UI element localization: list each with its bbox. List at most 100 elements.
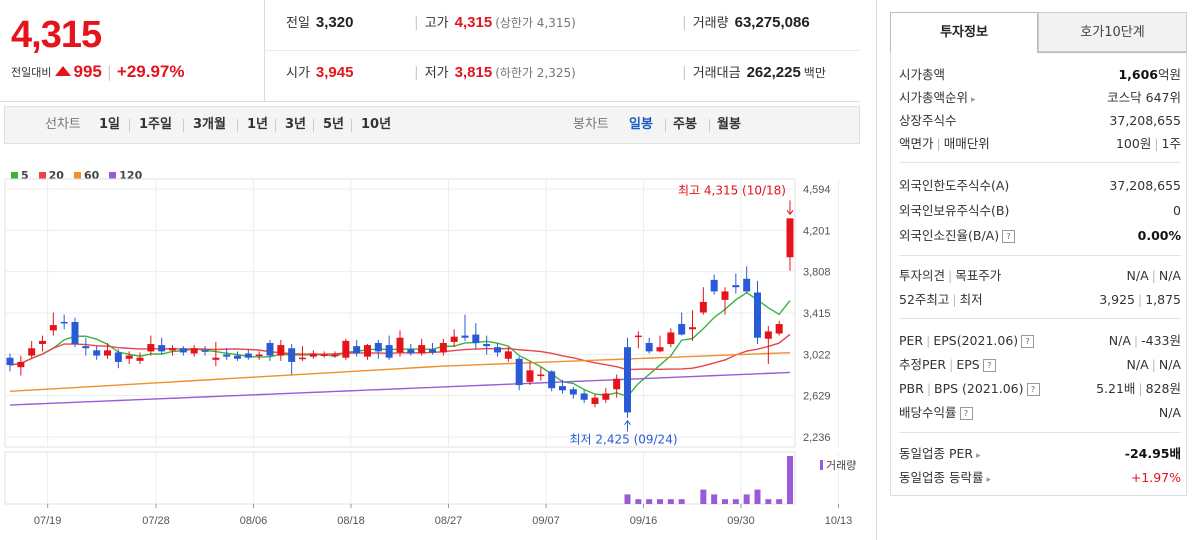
- par-unit-label: 액면가 | 매매단위: [899, 136, 990, 151]
- candle: [364, 344, 371, 360]
- candle: [114, 349, 122, 369]
- stats-row-2: 시가 3,945 | 저가 3,815 (하한가 2,325) | 거래대금 262,225…: [264, 50, 860, 100]
- opinion-value-wrap: N/A | N/A: [1126, 268, 1181, 283]
- unit-value: 1주: [1161, 136, 1181, 151]
- max-annotation: 최고 4,315 (10/18): [678, 183, 786, 197]
- opinion-value: N/A: [1126, 268, 1149, 283]
- help-icon[interactable]: ?: [1002, 230, 1016, 243]
- candle-chart-label: 봉차트: [573, 117, 609, 132]
- open-cell: 시가 3,945: [286, 50, 353, 100]
- period-10y[interactable]: 10년: [361, 117, 392, 132]
- candle-monthly[interactable]: 월봉: [717, 117, 741, 132]
- candle-body: [699, 301, 707, 313]
- legend-swatch: [11, 172, 18, 179]
- period-1d[interactable]: 1일: [99, 117, 121, 132]
- candle-body: [342, 340, 350, 358]
- est-eps-label: EPS: [956, 357, 980, 372]
- w52-low-value: 1,875: [1145, 292, 1181, 307]
- candle-body: [49, 325, 57, 331]
- period-1w[interactable]: 1주일: [139, 117, 172, 132]
- candle-body: [624, 347, 631, 413]
- candle-body: [548, 371, 556, 389]
- candle: [353, 339, 361, 357]
- x-tick-label: 09/07: [532, 515, 560, 527]
- cap-rank-label: 시가총액순위: [899, 90, 969, 105]
- per-row: PER | EPS(2021.06)? N/A | -433원: [899, 330, 1181, 352]
- candle: [201, 346, 209, 356]
- candle-daily[interactable]: 일봉: [629, 117, 653, 132]
- candle-body: [613, 378, 621, 390]
- industry-per-label-wrap[interactable]: 동일업종 PER ▸: [899, 443, 981, 467]
- pbr-label: PBR: [899, 381, 924, 396]
- tab-order-book[interactable]: 호가10단계: [1038, 12, 1187, 52]
- divider: [899, 318, 1181, 319]
- help-icon[interactable]: ?: [982, 359, 996, 372]
- y-tick-label: 4,594: [803, 184, 831, 196]
- industry-change-label-wrap[interactable]: 동일업종 등락률 ▸: [899, 467, 991, 491]
- candle-body: [39, 340, 46, 345]
- change-percent: +29.97%: [116, 62, 185, 81]
- x-tick-label: 10/13: [825, 515, 853, 527]
- candle-body: [396, 337, 404, 353]
- candle: [60, 314, 68, 330]
- volume-label: 거래량: [692, 16, 729, 31]
- candle: [429, 342, 436, 355]
- x-tick-label: 08/18: [337, 515, 365, 527]
- est-per-value: N/A: [1126, 357, 1149, 372]
- info-tabs: 투자정보 호가10단계: [890, 12, 1187, 53]
- candle: [49, 312, 57, 336]
- candle: [6, 353, 14, 372]
- period-3m[interactable]: 3개월: [193, 117, 226, 132]
- volume-bar: [667, 499, 674, 504]
- foreign-ratio-value: 0.00%: [1137, 228, 1181, 243]
- x-tick-label: 08/27: [435, 515, 463, 527]
- candle-body: [201, 350, 209, 352]
- candle-body: [169, 348, 176, 351]
- candle-body: [537, 374, 545, 377]
- divider: [183, 119, 184, 132]
- amount-label: 거래대금: [692, 66, 741, 81]
- cap-rank-value: 코스닥 647위: [1107, 90, 1181, 105]
- w52-high-label: 52주최고: [899, 292, 950, 307]
- candle: [483, 335, 491, 355]
- volume-frame: [4, 451, 796, 505]
- candle-body: [255, 354, 263, 357]
- candle-body: [353, 346, 361, 354]
- divider: [275, 119, 276, 132]
- dividend-row: 배당수익률? N/A: [899, 402, 1181, 424]
- est-per-label: 추정PER: [899, 357, 947, 372]
- period-5y[interactable]: 5년: [323, 117, 345, 132]
- opinion-row: 투자의견 | 목표주가 N/A | N/A: [899, 265, 1181, 287]
- legend-ma-5: 5: [11, 169, 29, 182]
- candle: [504, 347, 512, 362]
- high-label: 고가: [424, 16, 449, 31]
- candle: [147, 335, 155, 356]
- volume-chart: 거래량 07/19 07/28 08/06 08/18 08/27 09/07 09/16 09…: [4, 451, 856, 527]
- legend-swatch: [109, 172, 117, 179]
- line-chart-label: 선차트: [45, 117, 81, 132]
- legend-swatch: [73, 172, 81, 179]
- cap-rank-label-wrap[interactable]: 시가총액순위 ▸: [899, 87, 976, 111]
- candle: [721, 287, 729, 315]
- market-cap-unit: 억원: [1157, 67, 1181, 82]
- candle: [299, 346, 306, 361]
- opinion-label-wrap: 투자의견 | 목표주가: [899, 268, 1002, 283]
- candle-weekly[interactable]: 주봉: [673, 117, 697, 132]
- candle: [494, 342, 501, 357]
- stats-row-1: 전일 3,320 | 고가 4,315 (상한가 4,315) | 거래량 63,275,0…: [264, 0, 860, 51]
- y-tick-label: 4,201: [803, 225, 831, 237]
- tab-investment-info[interactable]: 투자정보: [890, 12, 1038, 53]
- help-icon[interactable]: ?: [1021, 335, 1035, 348]
- period-1y[interactable]: 1년: [247, 117, 269, 132]
- help-icon[interactable]: ?: [1026, 383, 1040, 396]
- w52-high-value: 3,925: [1099, 292, 1135, 307]
- price-chart[interactable]: 4,594 4,201 3,808 3,415 3,022 2,629 2,236 최고 4,…: [0, 155, 860, 450]
- divider: [1038, 52, 1187, 53]
- candle-body: [288, 348, 296, 362]
- x-tick-label: 09/16: [630, 515, 658, 527]
- low-cell: | 저가 3,815 (하한가 2,325): [414, 64, 576, 81]
- change-label: 전일대비: [11, 66, 52, 79]
- candle: [667, 328, 675, 348]
- period-3y[interactable]: 3년: [285, 117, 307, 132]
- help-icon[interactable]: ?: [959, 407, 973, 420]
